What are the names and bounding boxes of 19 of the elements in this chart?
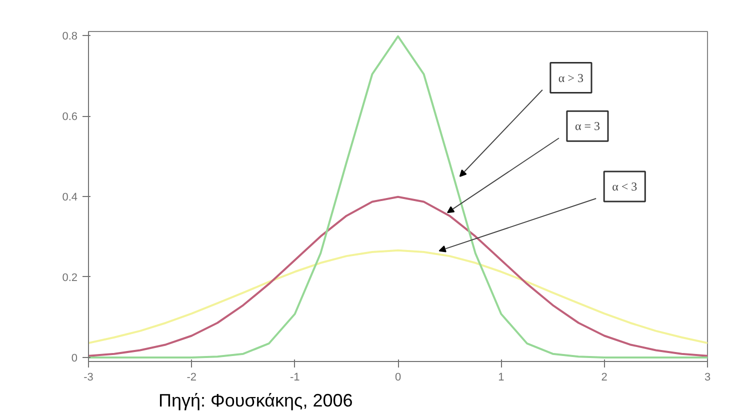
y-tick-label: 0.2 [62, 272, 78, 284]
y-tick-label: 0 [71, 352, 78, 364]
x-tick-label: -1 [290, 372, 300, 384]
y-tick-label: 0.4 [62, 192, 78, 204]
x-tick-label: 2 [601, 372, 608, 384]
x-tick-label: 0 [394, 372, 402, 384]
y-tick-label: 0.8 [62, 30, 78, 43]
line-series [88, 35, 708, 358]
x-tick-label: -2 [186, 372, 197, 384]
annotation: α < 3 [612, 179, 638, 194]
y-tick-label: 0.6 [62, 111, 78, 124]
x-tick-label: 1 [498, 372, 504, 384]
text: Πηγή: Φουσκάκης, 2006 [158, 390, 353, 410]
x-tick-label: -3 [84, 372, 94, 384]
line-series [88, 196, 708, 357]
annotation: α = 3 [574, 119, 600, 134]
line-series [88, 249, 708, 344]
annotation: α > 3 [558, 70, 584, 85]
x-tick-label: 3 [704, 372, 711, 384]
